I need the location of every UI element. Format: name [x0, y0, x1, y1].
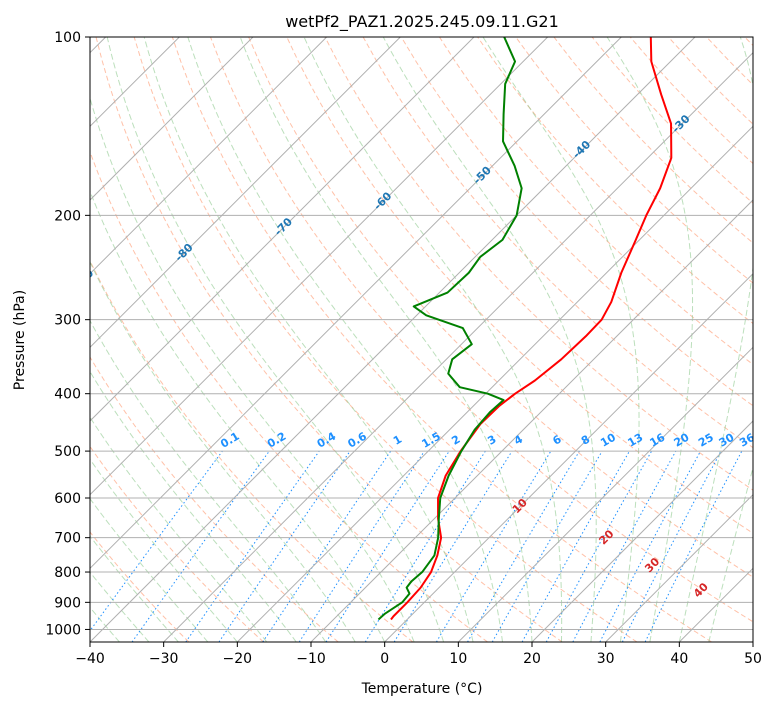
y-tick-label: 400 [54, 387, 81, 403]
mixing-ratio-label: 4 [512, 432, 525, 447]
mixing-ratio-line [263, 451, 391, 642]
dry-adiabat [0, 37, 338, 642]
y-tick-label: 700 [54, 531, 81, 547]
y-tick-label: 800 [54, 565, 81, 581]
y-tick-label: 1000 [45, 622, 81, 638]
mixing-ratio-label: 0.4 [315, 429, 339, 450]
x-axis-label: Temperature (°C) [361, 681, 483, 697]
moist-adiabat [304, 37, 562, 642]
dewpoint-trace [378, 37, 521, 619]
isotherm-line [0, 37, 253, 642]
isotherm-line [0, 37, 400, 642]
dry-adiabat [363, 37, 775, 642]
mixing-ratio-label: 0.1 [218, 430, 241, 451]
mixing-ratio-line [326, 451, 449, 642]
moist-adiabat [483, 37, 639, 642]
dry-adiabat-label: 40 [691, 580, 711, 600]
mixing-ratio-label: 1.5 [420, 430, 443, 451]
background-lines [0, 37, 775, 642]
x-tick-label: −10 [296, 651, 326, 667]
dry-adiabat [745, 37, 775, 642]
x-tick-label: −20 [223, 651, 253, 667]
dry-adiabat [134, 37, 637, 642]
temperature-trace [391, 37, 671, 619]
moist-adiabat [0, 37, 208, 642]
moist-adiabat [240, 37, 532, 642]
mixing-ratio-label: 20 [672, 431, 692, 450]
x-tick-label: 50 [744, 651, 762, 667]
y-tick-label: 900 [54, 595, 81, 611]
y-tick-label: 600 [54, 491, 81, 507]
isotherm-line [16, 37, 621, 642]
moist-adiabat [0, 37, 237, 642]
x-tick-label: 40 [670, 651, 688, 667]
y-tick-label: 500 [54, 444, 81, 460]
mixing-ratio-label: 13 [625, 431, 645, 450]
moist-adiabat [23, 37, 356, 642]
dry-adiabat [707, 37, 775, 642]
isotherm-line [0, 37, 327, 642]
isotherm-line [679, 37, 775, 642]
mixing-ratio-line [436, 451, 550, 642]
dry-adiabat-label: 20 [596, 527, 616, 547]
x-tick-label: −40 [75, 651, 105, 667]
mixing-ratio-line [82, 451, 223, 642]
isotherm-label: -90 [73, 266, 96, 289]
isotherm-line [532, 37, 775, 642]
x-tick-label: 10 [449, 651, 467, 667]
mixing-ratio-label: 3 [485, 433, 498, 448]
mixing-ratio-label: 1 [391, 433, 404, 448]
isotherm-line [753, 37, 775, 642]
moist-adiabat [0, 37, 267, 642]
dry-adiabat [516, 37, 775, 642]
isotherm-line [0, 37, 474, 642]
plot-frame [90, 37, 753, 642]
x-tick-label: −30 [149, 651, 179, 667]
isotherm-line [458, 37, 775, 642]
y-tick-label: 300 [54, 313, 81, 329]
isotherm-line [385, 37, 775, 642]
mixing-ratio-label: 16 [647, 431, 667, 450]
mixing-ratio-label: 10 [598, 431, 618, 450]
y-tick-label: 100 [54, 30, 81, 46]
moist-adiabat [679, 37, 760, 642]
mixing-ratio-line [546, 451, 651, 642]
x-tick-label: 20 [523, 651, 541, 667]
moist-adiabat [188, 37, 503, 642]
dry-adiabat [20, 37, 413, 642]
moist-adiabat [0, 37, 326, 642]
isotherm-label: -20 [769, 86, 775, 109]
dry-adiabat [0, 37, 264, 642]
x-tick-label: 0 [380, 651, 389, 667]
mixing-ratio-line [219, 451, 350, 642]
isotherm-line [237, 37, 775, 642]
isotherm-line [90, 37, 695, 642]
x-tick-label: 30 [597, 651, 615, 667]
mixing-ratio-label: 6 [551, 432, 564, 447]
chart-title: wetPf2_PAZ1.2025.245.09.11.G21 [285, 12, 559, 32]
y-tick-label: 200 [54, 208, 81, 224]
isotherm-label: -70 [272, 215, 295, 238]
y-axis-label: Pressure (hPa) [12, 290, 28, 390]
mixing-ratio-label: 0.6 [345, 429, 369, 450]
mixing-ratio-label: 2 [449, 433, 462, 448]
mixing-ratio-line [468, 451, 580, 642]
mixing-ratio-label: 25 [696, 431, 716, 450]
dry-adiabat [58, 37, 488, 642]
